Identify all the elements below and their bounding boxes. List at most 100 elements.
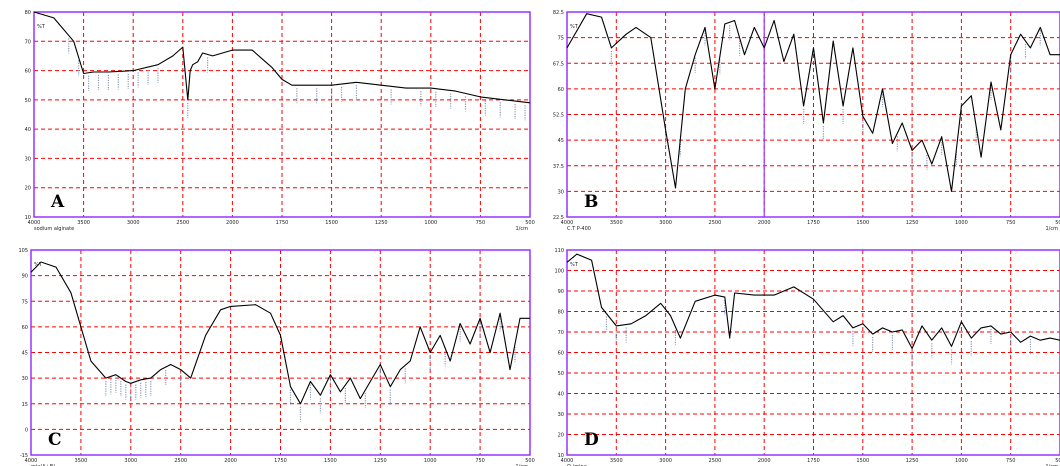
y-tick-label: 50	[25, 98, 31, 104]
y-tick-label: 70	[558, 330, 564, 336]
spectrum-trace	[566, 13, 1060, 192]
y-tick-label: -15	[20, 453, 28, 459]
x-tick-label: 2000	[224, 458, 237, 464]
x-tick-label: 1750	[276, 220, 289, 226]
y-tick-label: 67.5	[553, 61, 564, 67]
x-tick-label: 4000	[28, 220, 41, 226]
sample-note: mix(A+B)	[31, 464, 55, 466]
x-tick-label: 2000	[758, 458, 771, 464]
panel-letter: C	[48, 430, 62, 450]
y-tick-label: 15	[22, 402, 28, 408]
x-tick-label: 3000	[127, 220, 140, 226]
x-tick-label: 2500	[709, 458, 722, 464]
y-tick-label: 105	[18, 248, 28, 254]
y-tick-label: 40	[25, 127, 31, 133]
y-tick-label: 82.5	[553, 10, 564, 16]
x-axis-label: 1/cm	[516, 226, 529, 232]
sample-note: C.T P-400	[567, 226, 591, 232]
plot-frame	[566, 249, 1060, 456]
x-tick-label: 750	[1006, 220, 1016, 226]
y-tick-label: 90	[22, 274, 28, 280]
spectrum-panel-c: 4000 3500 3000 2500 2000 1750 1500 1250 1000 750 5…	[18, 248, 534, 466]
y-tick-label: 45	[22, 351, 28, 357]
x-tick-label: 1000	[424, 458, 437, 464]
x-tick-label: 1000	[955, 458, 968, 464]
sample-note: Q-imine	[567, 464, 587, 466]
y-tick-label: 52.5	[553, 113, 564, 119]
x-tick-label: 1000	[424, 220, 437, 226]
y-tick-label: 22.5	[553, 215, 564, 221]
x-tick-label: 750	[1006, 458, 1016, 464]
y-tick-label: 90	[558, 289, 564, 295]
spectrum-trace	[30, 261, 530, 405]
y-tick-label: 10	[558, 453, 564, 459]
y-tick-label: 75	[558, 36, 564, 42]
y-tick-label: 60	[22, 325, 28, 331]
x-tick-label: 3000	[124, 458, 137, 464]
x-tick-label: 2000	[226, 220, 239, 226]
x-tick-label: 1250	[374, 458, 387, 464]
x-tick-label: 1500	[856, 220, 869, 226]
x-tick-label: 500	[525, 458, 535, 464]
x-tick-label: 1500	[325, 220, 338, 226]
spectrum-panel-b: 4000 3500 3000 2500 2000 1750 1500 1250 1000 750 5…	[553, 10, 1060, 232]
x-tick-label: 1500	[324, 458, 337, 464]
x-tick-label: 500	[1055, 220, 1060, 226]
x-tick-label: 3000	[659, 458, 672, 464]
y-axis-label: %T	[37, 24, 46, 30]
x-tick-label: 2500	[709, 220, 722, 226]
y-tick-label: 100	[554, 269, 564, 275]
x-tick-label: 1250	[906, 220, 919, 226]
y-tick-label: 20	[558, 433, 564, 439]
x-tick-label: 500	[525, 220, 535, 226]
y-tick-label: 30	[558, 412, 564, 418]
y-tick-label: 37.5	[553, 164, 564, 170]
x-tick-label: 1250	[375, 220, 388, 226]
x-tick-label: 4000	[561, 220, 574, 226]
y-tick-label: 110	[554, 248, 564, 254]
panel-letter: A	[50, 192, 65, 212]
y-tick-label: 70	[25, 39, 31, 45]
y-tick-label: 0	[25, 427, 28, 433]
plot-frame	[30, 249, 531, 456]
x-axis-label: 1/cm	[1046, 226, 1059, 232]
spectrum-panel-d: 4000 3500 3000 2500 2000 1750 1500 1250 1000 750 5…	[554, 248, 1060, 466]
x-tick-label: 4000	[25, 458, 38, 464]
spectrum-panel-a: 4000 3500 3000 2500 2000 1750 1500 1250 1000 750 5…	[25, 10, 535, 232]
x-tick-label: 1750	[807, 220, 820, 226]
x-tick-label: 2500	[174, 458, 187, 464]
y-tick-label: 60	[25, 69, 31, 75]
x-tick-label: 3500	[77, 220, 90, 226]
y-axis-label: %T	[570, 24, 579, 30]
y-tick-label: 50	[558, 371, 564, 377]
y-tick-label: 60	[558, 87, 564, 93]
sample-note: sodium alginate	[34, 226, 74, 232]
y-tick-label: 40	[558, 392, 564, 398]
x-tick-label: 3500	[75, 458, 88, 464]
plot-frame	[566, 11, 1060, 218]
x-tick-label: 3000	[659, 220, 672, 226]
x-tick-label: 750	[475, 458, 485, 464]
x-tick-label: 1500	[856, 458, 869, 464]
x-tick-label: 1000	[955, 220, 968, 226]
x-tick-label: 750	[476, 220, 486, 226]
y-axis-label: %T	[34, 262, 43, 268]
y-tick-label: 80	[558, 310, 564, 316]
panel-letter: B	[584, 192, 598, 212]
x-tick-label: 3500	[610, 458, 623, 464]
x-tick-label: 1250	[906, 458, 919, 464]
x-tick-label: 4000	[561, 458, 574, 464]
spectrum-trace	[33, 11, 531, 104]
y-tick-label: 20	[25, 186, 31, 192]
spectrum-trace	[566, 253, 1060, 349]
y-tick-label: 75	[22, 299, 28, 305]
y-tick-label: 30	[25, 156, 31, 162]
y-tick-label: 30	[22, 376, 28, 382]
x-tick-label: 1750	[807, 458, 820, 464]
y-axis-label: %T	[570, 262, 579, 268]
panel-letter: D	[584, 430, 599, 450]
plot-frame	[33, 11, 531, 218]
x-tick-label: 2500	[176, 220, 189, 226]
y-tick-label: 45	[558, 138, 564, 144]
